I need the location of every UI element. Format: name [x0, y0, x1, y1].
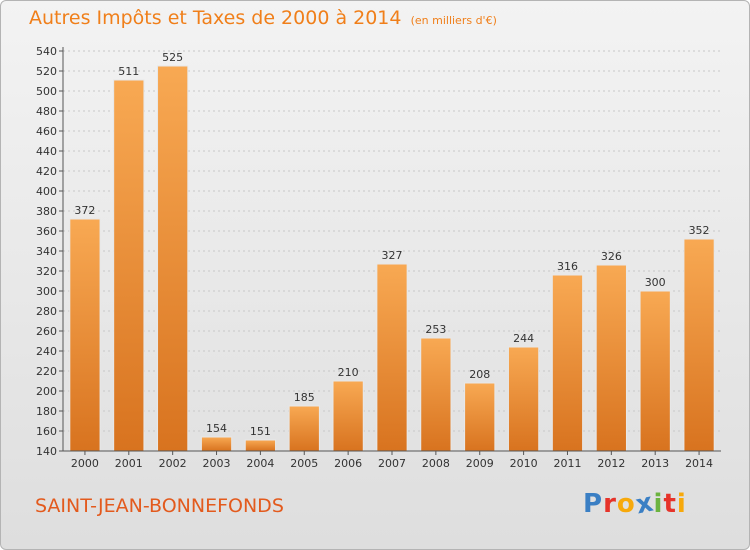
value-label-2009: 208: [469, 368, 490, 381]
chart-title: Autres Impôts et Taxes de 2000 à 2014: [29, 7, 402, 29]
y-tick-label: 160: [36, 425, 57, 438]
bar-2013: [639, 290, 671, 452]
value-label-2007: 327: [382, 249, 403, 262]
y-tick-label: 220: [36, 365, 57, 378]
y-tick-label: 300: [36, 285, 57, 298]
logo-letter: r: [603, 489, 617, 519]
bar-2009: [464, 382, 496, 452]
x-tick-label-2011: 2011: [553, 457, 581, 470]
value-label-2003: 154: [206, 422, 227, 435]
value-label-2008: 253: [425, 323, 446, 336]
bar-2004: [244, 439, 277, 452]
y-tick-label: 500: [36, 85, 57, 98]
x-tick-label-2012: 2012: [597, 457, 625, 470]
value-label-2005: 185: [294, 391, 315, 404]
bar-2014: [683, 238, 715, 452]
y-tick-label: 460: [36, 125, 57, 138]
value-label-2011: 316: [557, 260, 578, 273]
y-tick-label: 180: [36, 405, 57, 418]
proxiti-logo: Proxiti: [583, 487, 687, 520]
bar-2011: [551, 274, 584, 452]
bars: [69, 65, 715, 452]
y-tick-label: 360: [36, 225, 57, 238]
y-tick-label: 540: [36, 45, 57, 58]
y-tick-label: 340: [36, 245, 57, 258]
x-tick-label-2013: 2013: [641, 457, 669, 470]
x-tick-label-2009: 2009: [466, 457, 494, 470]
value-label-2012: 326: [601, 250, 622, 263]
value-label-2004: 151: [250, 425, 271, 438]
value-label-2002: 525: [162, 51, 183, 64]
x-axis-ticks: 2000 2001 2002 2003 2004 2005 2006 2007 2008 2009…: [71, 451, 713, 470]
logo-letter: P: [583, 489, 604, 519]
y-tick-label: 200: [36, 385, 57, 398]
y-tick-label: 440: [36, 145, 57, 158]
value-label-2000: 372: [74, 204, 95, 217]
bar-2001: [113, 79, 145, 452]
y-tick-label: 520: [36, 65, 57, 78]
y-tick-label: 380: [36, 205, 57, 218]
y-tick-label: 280: [36, 305, 57, 318]
x-tick-label-2000: 2000: [71, 457, 99, 470]
value-labels: 372 511 525 154 151 185 210 327 253 208 244 316 326 3…: [74, 51, 709, 438]
y-tick-label: 260: [36, 325, 57, 338]
bar-2012: [595, 264, 627, 452]
axes: [62, 47, 721, 452]
y-tick-label: 420: [36, 165, 57, 178]
bar-2008: [420, 337, 452, 452]
value-label-2013: 300: [645, 276, 666, 289]
bar-2003: [200, 436, 233, 452]
x-tick-label-2001: 2001: [115, 457, 143, 470]
logo-letter: o: [616, 489, 636, 519]
x-tick-label-2005: 2005: [290, 457, 318, 470]
y-tick-label: 140: [36, 445, 57, 458]
logo-letter: t: [663, 489, 677, 519]
x-tick-label-2006: 2006: [334, 457, 362, 470]
y-tick-label: 240: [36, 345, 57, 358]
y-axis-ticks: 140 160 180 200 220 240 260 280 300 320 340 360 380 4…: [36, 45, 63, 458]
x-tick-label-2014: 2014: [685, 457, 713, 470]
x-tick-label-2008: 2008: [422, 457, 450, 470]
x-tick-label-2010: 2010: [510, 457, 538, 470]
value-label-2010: 244: [513, 332, 534, 345]
chart-subtitle: (en milliers d'€): [410, 14, 497, 27]
bar-2007: [376, 263, 408, 452]
logo-letter: i: [653, 489, 664, 519]
bar-2005: [288, 405, 320, 452]
y-tick-label: 480: [36, 105, 57, 118]
x-tick-label-2003: 2003: [203, 457, 231, 470]
logo-letter: i: [676, 489, 687, 519]
value-label-2014: 352: [689, 224, 710, 237]
x-tick-label-2007: 2007: [378, 457, 406, 470]
value-label-2006: 210: [338, 366, 359, 379]
bar-2006: [332, 380, 364, 452]
y-tick-label: 320: [36, 265, 57, 278]
bar-2010: [507, 346, 540, 452]
chart-title-block: Autres Impôts et Taxes de 2000 à 2014 (e…: [29, 7, 497, 29]
bar-2002: [157, 65, 189, 452]
x-tick-label-2004: 2004: [246, 457, 274, 470]
bar-2000: [69, 218, 101, 452]
x-tick-label-2002: 2002: [159, 457, 187, 470]
value-label-2001: 511: [118, 65, 139, 78]
y-tick-label: 400: [36, 185, 57, 198]
city-name: SAINT-JEAN-BONNEFONDS: [35, 495, 284, 517]
